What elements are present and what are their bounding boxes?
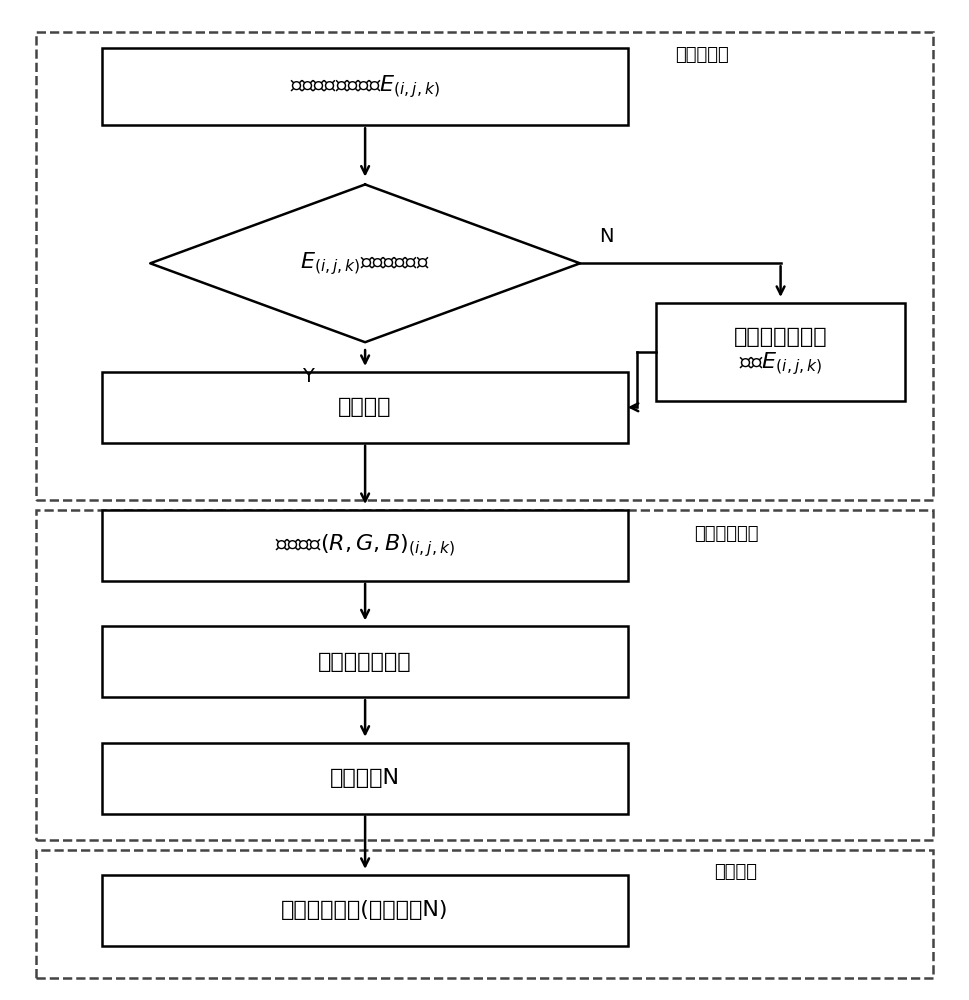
Text: 显示模型单元(调用列表N): 显示模型单元(调用列表N) [281, 900, 449, 920]
Bar [103, 48, 628, 125]
Text: N: N [599, 227, 613, 246]
Text: 高斯滤波: 高斯滤波 [338, 397, 391, 417]
Text: 载入列表N: 载入列表N [330, 768, 400, 788]
Bar [36, 510, 933, 840]
Text: 取周围点的均值
代替$E_{(i,j,k)}$: 取周围点的均值 代替$E_{(i,j,k)}$ [734, 327, 828, 377]
Text: 载入离散电磁数据$E_{(i,j,k)}$: 载入离散电磁数据$E_{(i,j,k)}$ [290, 73, 440, 100]
Bar [103, 875, 628, 946]
Text: Y: Y [302, 367, 314, 386]
Text: 定义四面体单元: 定义四面体单元 [318, 652, 412, 672]
Text: 单元模型构建: 单元模型构建 [695, 525, 759, 543]
Bar [36, 850, 933, 978]
Polygon shape [150, 184, 580, 342]
Text: $E_{(i,j,k)}$是否为有效值: $E_{(i,j,k)}$是否为有效值 [300, 250, 430, 277]
Bar [103, 372, 628, 443]
Bar [103, 626, 628, 697]
Bar [36, 32, 933, 500]
Bar [103, 510, 628, 581]
Text: 定义色温$(R,G,B)_{(i,j,k)}$: 定义色温$(R,G,B)_{(i,j,k)}$ [275, 532, 455, 559]
Text: 数据预处理: 数据预处理 [675, 46, 730, 64]
Text: 模型显示: 模型显示 [714, 863, 757, 881]
Bar [103, 743, 628, 814]
Bar [656, 303, 905, 401]
